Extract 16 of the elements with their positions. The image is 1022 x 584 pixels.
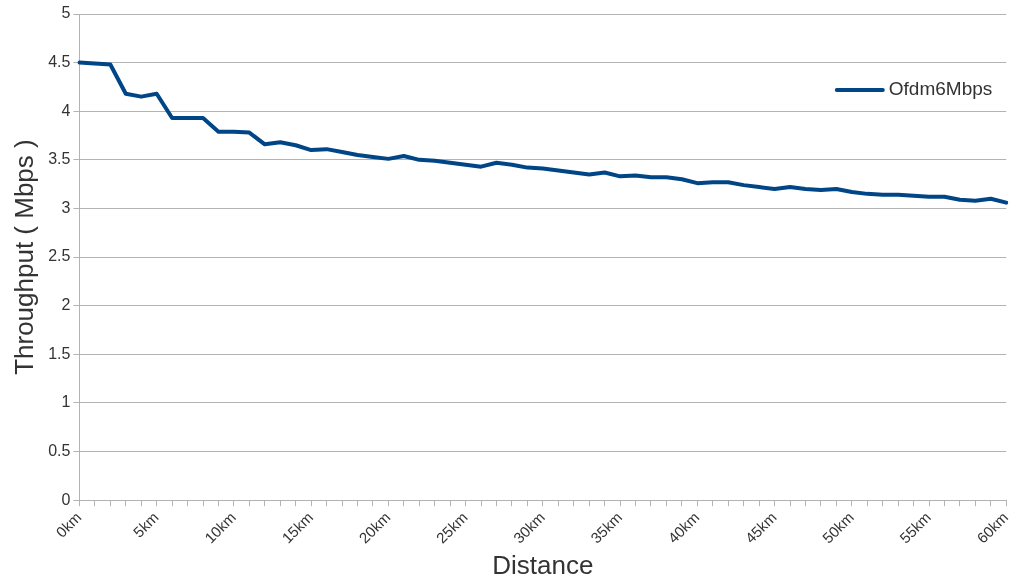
y-tick-label: 0.5: [48, 441, 71, 459]
y-tick-label: 0: [61, 490, 71, 508]
y-tick-label: 1: [61, 393, 71, 411]
y-axis-title: Throughput ( Mbps ): [8, 139, 39, 375]
legend-label: Ofdm6Mbps: [888, 78, 993, 100]
x-tick-label: 0km: [52, 508, 85, 541]
y-tick-label: 2: [61, 296, 71, 314]
y-tick-label: 4.5: [48, 53, 71, 71]
x-axis-title: Distance: [492, 549, 594, 580]
y-tick-label: 2.5: [48, 247, 71, 265]
x-tick-label: 5km: [129, 508, 162, 541]
y-tick-label: 1.5: [48, 344, 71, 362]
y-tick-label: 3.5: [48, 150, 71, 168]
y-tick-label: 4: [61, 101, 71, 119]
y-tick-label: 3: [61, 198, 71, 216]
y-tick-label: 5: [61, 4, 71, 22]
